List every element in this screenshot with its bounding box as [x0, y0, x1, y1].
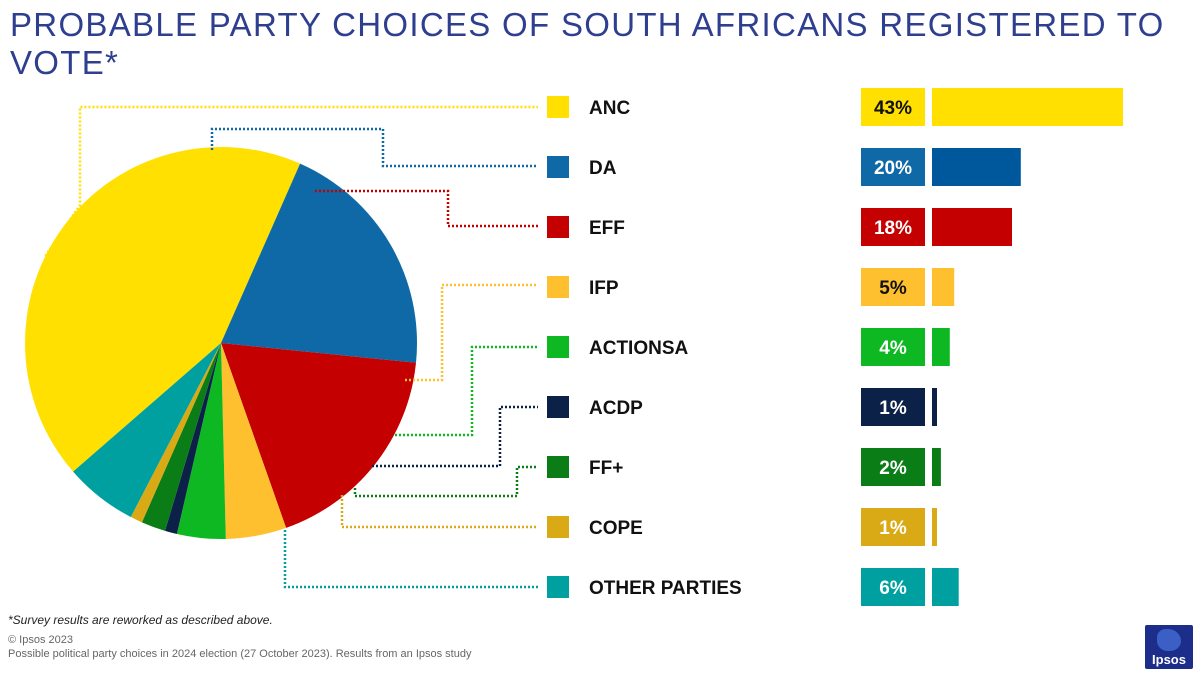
leader-line-da	[210, 127, 538, 168]
bar-ifp	[932, 268, 955, 306]
value-label-other-parties: 6%	[879, 578, 907, 599]
value-box-ff	[861, 448, 925, 486]
footnote: *Survey results are reworked as describe…	[8, 613, 273, 627]
value-label-ff: 2%	[879, 458, 907, 479]
pie-slice-ifp	[221, 343, 287, 539]
value-box-ifp	[861, 268, 925, 306]
legend-swatch-acdp	[547, 396, 569, 418]
legend-label-acdp: ACDP	[589, 398, 643, 419]
legend-swatch-other-parties	[547, 576, 569, 598]
pie-slice-da	[221, 163, 418, 363]
logo-mark-icon	[1157, 629, 1181, 651]
value-label-cope: 1%	[879, 518, 907, 539]
legend-label-ff: FF+	[589, 458, 623, 479]
legend-swatch-actionsa	[547, 336, 569, 358]
value-box-cope	[861, 508, 925, 546]
bar-eff	[932, 208, 1012, 246]
bar-ff	[932, 448, 941, 486]
pie-slice-ff	[141, 343, 221, 531]
value-label-acdp: 1%	[879, 398, 907, 419]
leader-lines	[44, 105, 538, 589]
legend-swatch-ifp	[547, 276, 569, 298]
legend-swatch-cope	[547, 516, 569, 538]
leader-line-other-parties	[283, 530, 538, 589]
legend-swatch-da	[547, 156, 569, 178]
leader-line-anc	[44, 105, 538, 257]
leader-line-ff	[353, 465, 538, 498]
leader-line-cope	[340, 495, 538, 529]
value-label-actionsa: 4%	[879, 338, 907, 359]
chart-title: PROBABLE PARTY CHOICES OF SOUTH AFRICANS…	[10, 6, 1165, 81]
source-note: Possible political party choices in 2024…	[8, 648, 472, 660]
legend: ANC DA EFF IFP ACTIONSA ACDP FF+ COPE OTHER PART…	[547, 96, 742, 599]
legend-label-actionsa: ACTIONSA	[589, 338, 689, 359]
leader-line-eff	[315, 189, 538, 228]
bar-da	[932, 148, 1021, 186]
value-box-eff	[861, 208, 925, 246]
logo-text: Ipsos	[1152, 652, 1186, 667]
value-label-ifp: 5%	[879, 278, 907, 299]
value-box-da	[861, 148, 925, 186]
bar-chart: 43% 20% 18% 5% 4% 1% 2% 1% 6%	[861, 88, 1123, 606]
legend-swatch-eff	[547, 216, 569, 238]
bar-other-parties	[932, 568, 959, 606]
legend-label-other-parties: OTHER PARTIES	[589, 578, 742, 599]
legend-label-eff: EFF	[589, 218, 625, 239]
pie-slice-other-parties	[73, 343, 221, 518]
value-box-acdp	[861, 388, 925, 426]
legend-label-cope: COPE	[589, 518, 643, 539]
legend-label-ifp: IFP	[589, 278, 619, 299]
bar-actionsa	[932, 328, 950, 366]
copyright: © Ipsos 2023	[8, 634, 73, 646]
legend-label-da: DA	[589, 158, 617, 179]
pie-slice-acdp	[165, 343, 221, 534]
ipsos-logo: Ipsos	[1145, 625, 1193, 669]
legend-swatch-anc	[547, 96, 569, 118]
leader-line-acdp	[372, 405, 538, 468]
leader-line-ifp	[405, 283, 538, 382]
value-box-other-parties	[861, 568, 925, 606]
pie-slice-anc	[25, 147, 301, 472]
leader-line-actionsa	[395, 345, 538, 437]
pie-slice-eff	[221, 343, 416, 528]
pie-slice-actionsa	[176, 343, 226, 539]
bar-cope	[932, 508, 937, 546]
pie-slice-cope	[130, 343, 221, 523]
value-box-anc	[861, 88, 925, 126]
value-label-da: 20%	[874, 158, 912, 179]
value-label-anc: 43%	[874, 98, 912, 119]
legend-label-anc: ANC	[589, 98, 630, 119]
value-box-actionsa	[861, 328, 925, 366]
bar-anc	[932, 88, 1123, 126]
legend-swatch-ff	[547, 456, 569, 478]
value-label-eff: 18%	[874, 218, 912, 239]
bar-acdp	[932, 388, 937, 426]
pie-chart	[25, 147, 418, 539]
